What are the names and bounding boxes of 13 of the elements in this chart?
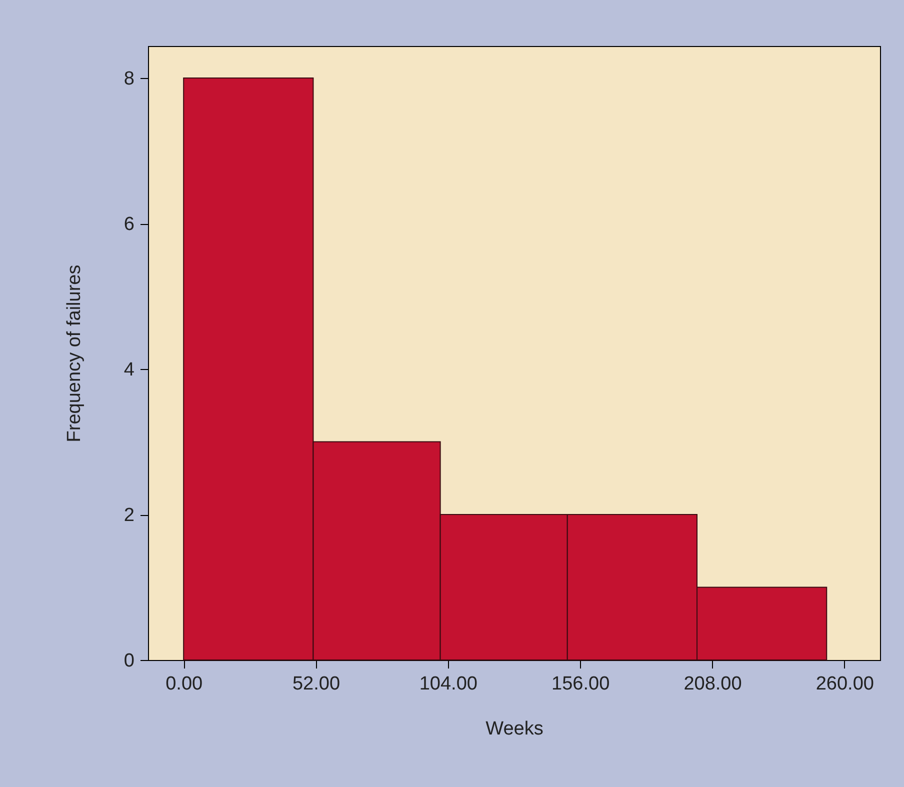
x-tick-label: 0.00: [166, 674, 203, 694]
y-tick-label: 8: [124, 68, 134, 90]
x-tick-label: 260.00: [816, 674, 874, 694]
x-tick-label: 52.00: [292, 674, 340, 694]
y-tick-label: 6: [124, 214, 134, 236]
y-tick-label: 2: [124, 505, 134, 526]
x-tick-label: 156.00: [552, 674, 610, 694]
x-tick-label: 208.00: [684, 674, 742, 694]
y-axis-title: Frequency of failures: [64, 264, 85, 442]
y-tick-label: 4: [124, 360, 135, 381]
x-tick-label: 104.00: [419, 674, 478, 694]
y-tick-label: 0: [124, 650, 134, 672]
x-axis-title: Weeks: [486, 718, 544, 740]
